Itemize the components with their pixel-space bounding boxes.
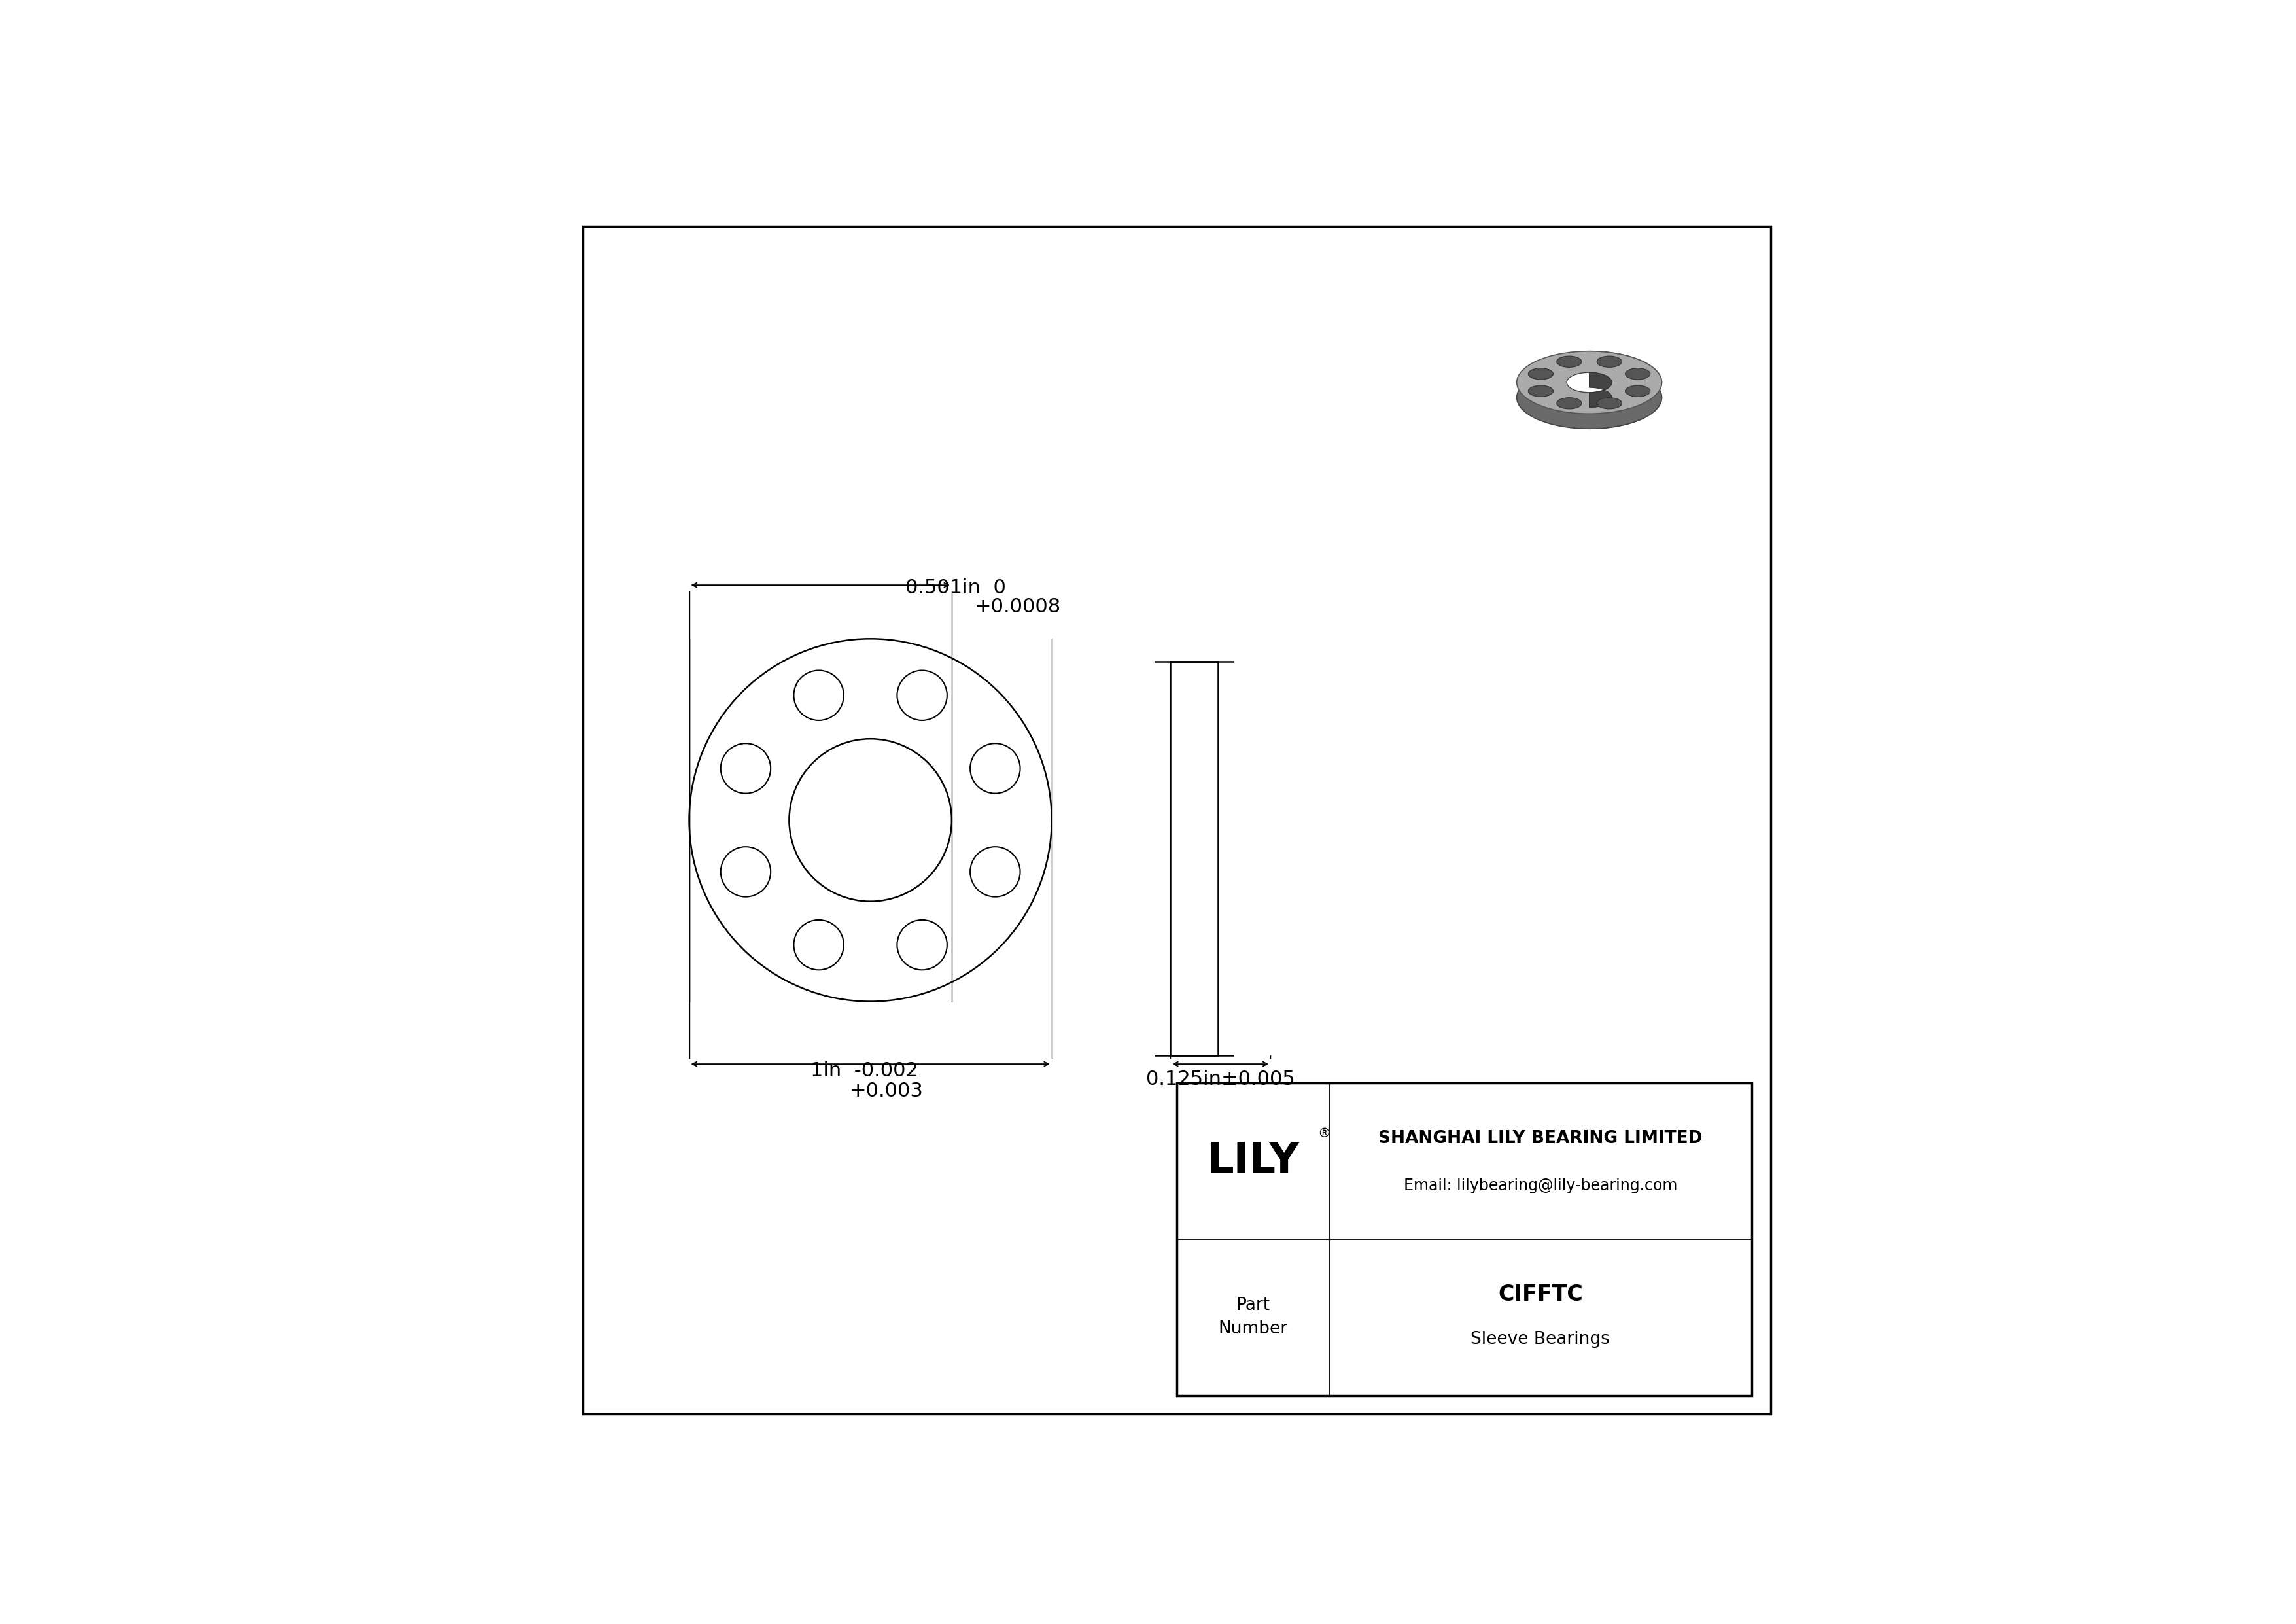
Ellipse shape	[1626, 385, 1651, 396]
Ellipse shape	[1557, 398, 1582, 409]
Bar	[1171, 661, 1217, 1056]
Ellipse shape	[1596, 398, 1621, 409]
Text: ®: ®	[1318, 1127, 1332, 1140]
Text: 0.501in  0: 0.501in 0	[905, 578, 1006, 598]
Text: +0.003: +0.003	[850, 1082, 923, 1099]
Text: Email: lilybearing@lily-bearing.com: Email: lilybearing@lily-bearing.com	[1403, 1177, 1678, 1194]
Ellipse shape	[1518, 365, 1662, 429]
Text: CIFFTC: CIFFTC	[1497, 1285, 1582, 1306]
Ellipse shape	[1518, 351, 1662, 414]
Bar	[1176, 1083, 1752, 1395]
Polygon shape	[1589, 372, 1612, 408]
Text: LILY: LILY	[1208, 1140, 1300, 1181]
Ellipse shape	[1557, 356, 1582, 367]
Ellipse shape	[1566, 372, 1612, 393]
Ellipse shape	[1529, 369, 1552, 380]
Text: SHANGHAI LILY BEARING LIMITED: SHANGHAI LILY BEARING LIMITED	[1378, 1130, 1704, 1147]
Ellipse shape	[1529, 385, 1552, 396]
Text: 0.125in±0.005: 0.125in±0.005	[1146, 1070, 1295, 1090]
Text: Sleeve Bearings: Sleeve Bearings	[1472, 1332, 1609, 1348]
Ellipse shape	[1626, 369, 1651, 380]
Polygon shape	[1589, 351, 1662, 429]
Text: Part
Number: Part Number	[1219, 1298, 1288, 1338]
Ellipse shape	[1596, 356, 1621, 367]
Text: 1in  -0.002: 1in -0.002	[810, 1060, 918, 1080]
Text: +0.0008: +0.0008	[974, 598, 1061, 615]
